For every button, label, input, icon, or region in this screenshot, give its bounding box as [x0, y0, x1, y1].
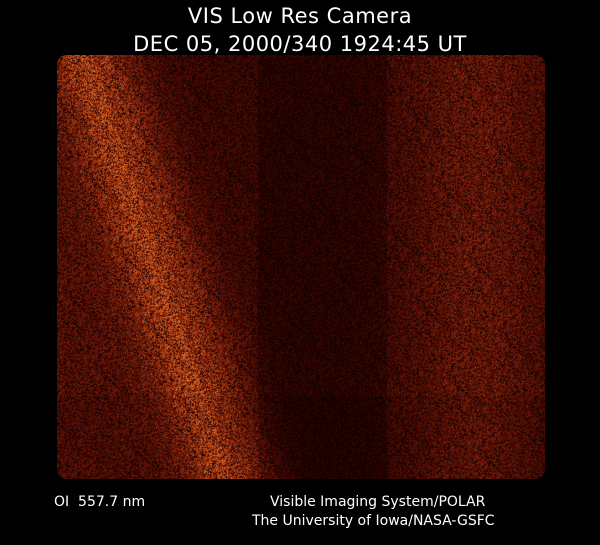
camera-title: VIS Low Res Camera — [187, 4, 413, 28]
observation-timestamp: DEC 05, 2000/340 1924:45 UT — [133, 32, 467, 56]
filter-wavelength: OI 557.7 nm — [54, 494, 146, 510]
camera-image — [57, 55, 545, 479]
credit-institution: The University of Iowa/NASA-GSFC — [252, 513, 495, 529]
credit-instrument: Visible Imaging System/POLAR — [270, 494, 486, 510]
